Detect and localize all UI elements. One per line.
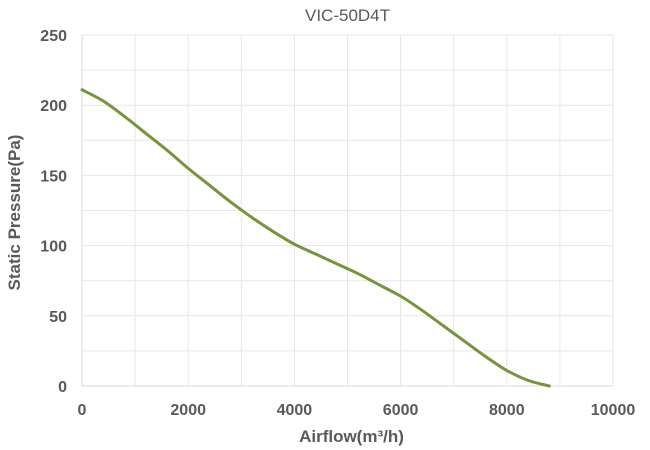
y-axis-title: Static Pressure(Pa) (5, 135, 24, 291)
x-tick-label: 4000 (277, 402, 313, 419)
y-tick-label: 0 (58, 379, 67, 396)
chart-title: VIC-50D4T (305, 6, 390, 25)
x-tick-label: 2000 (170, 402, 206, 419)
x-axis-title: Airflow(m³/h) (299, 427, 404, 446)
x-axis-ticks: 0 2000 4000 6000 8000 10000 (78, 402, 636, 419)
y-tick-label: 200 (40, 98, 67, 115)
axes (81, 35, 613, 387)
y-axis-ticks: 0 50 100 150 200 250 (40, 28, 67, 396)
y-tick-label: 250 (40, 28, 67, 45)
x-tick-label: 6000 (383, 402, 419, 419)
x-tick-label: 0 (78, 402, 87, 419)
y-tick-label: 50 (49, 309, 67, 326)
y-tick-label: 150 (40, 168, 67, 185)
x-tick-label: 8000 (489, 402, 525, 419)
x-tick-label: 10000 (591, 402, 636, 419)
series-line-0 (80, 88, 551, 388)
y-tick-label: 100 (40, 239, 67, 256)
series-group (80, 88, 551, 388)
gridlines (81, 34, 614, 387)
